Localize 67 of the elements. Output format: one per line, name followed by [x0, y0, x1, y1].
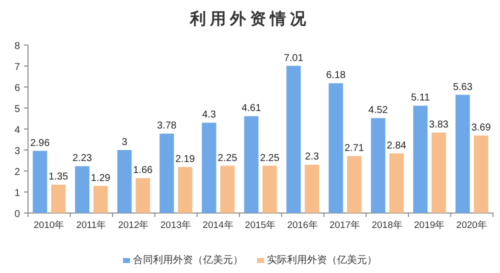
x-tick-label: 2015年: [244, 219, 276, 231]
x-tick-label: 2012年: [118, 219, 150, 231]
bar: [432, 132, 446, 213]
data-label: 3.83: [429, 120, 449, 131]
data-label: 2.19: [175, 154, 196, 166]
bar: [160, 134, 174, 213]
y-tick-label: 6: [14, 83, 20, 94]
y-tick-label: 7: [14, 62, 20, 73]
y-tick-label: 1: [14, 188, 20, 199]
y-tick-label: 0: [14, 209, 20, 220]
data-label: 2.3: [305, 152, 320, 163]
y-tick-label: 2: [14, 167, 20, 178]
bar: [75, 166, 90, 213]
data-label: 3.69: [471, 122, 492, 134]
x-tick-label: 2011年: [76, 219, 107, 231]
bar: [32, 150, 48, 213]
x-tick-label: 2016年: [287, 219, 318, 231]
data-label: 3: [122, 137, 128, 148]
legend-label: 合同利用外资（亿美元）: [133, 254, 243, 266]
x-tick-label: 2010年: [34, 219, 65, 231]
bar: [93, 186, 108, 213]
data-label: 2.25: [218, 152, 238, 164]
bar: [262, 166, 277, 213]
bar: [117, 150, 132, 213]
data-label: 5.11: [411, 92, 430, 104]
data-label: 3.78: [157, 120, 177, 132]
bar: [202, 122, 216, 213]
x-tick-label: 2018年: [372, 219, 403, 231]
legend-label: 实际利用外资（亿美元）: [267, 254, 377, 266]
data-label: 4.52: [368, 105, 388, 116]
y-tick-label: 8: [14, 41, 20, 52]
x-tick-label: 2020年: [456, 219, 488, 231]
data-label: 4.3: [202, 110, 216, 121]
bar: [455, 94, 470, 213]
bar: [286, 66, 301, 213]
data-label: 1.66: [133, 165, 154, 176]
data-label: 2.96: [30, 138, 50, 149]
data-label: 2.71: [344, 143, 364, 154]
data-label: 2.84: [386, 140, 407, 152]
bar: [244, 116, 258, 213]
data-label: 1.29: [90, 172, 111, 184]
bar: [304, 164, 320, 213]
y-tick-label: 4: [14, 125, 20, 136]
bar: [220, 166, 235, 213]
bar: [178, 167, 192, 213]
x-tick-label: 2014年: [202, 219, 234, 231]
bar: [389, 153, 404, 213]
data-label: 4.61: [242, 103, 262, 114]
x-tick-label: 2013年: [160, 219, 192, 231]
bar: [474, 136, 488, 213]
y-tick-label: 3: [14, 146, 20, 157]
bar: [370, 118, 386, 213]
bar: [328, 83, 344, 213]
chart-title: 利用外资情况: [189, 9, 310, 28]
data-label: 2.23: [72, 153, 92, 164]
x-tick-label: 2019年: [414, 219, 446, 231]
bar: [413, 106, 428, 213]
bar: [136, 178, 150, 213]
data-label: 6.18: [326, 70, 346, 82]
data-label: 5.63: [452, 82, 473, 93]
data-label: 7.01: [284, 52, 304, 64]
data-label: 1.35: [48, 172, 68, 183]
bar: [51, 184, 66, 213]
y-tick-label: 5: [14, 104, 20, 115]
x-tick-label: 2017年: [329, 219, 361, 231]
data-label: 2.25: [260, 152, 280, 164]
bar: [347, 156, 362, 213]
